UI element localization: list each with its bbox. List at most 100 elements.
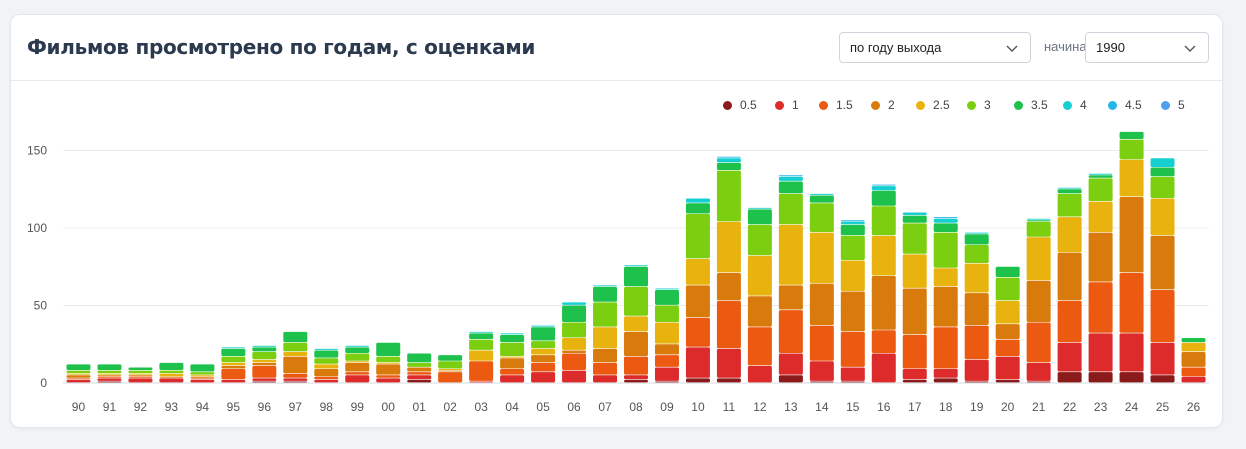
bar-segment-3[interactable] — [995, 277, 1020, 301]
bar-segment-2.5[interactable] — [747, 255, 772, 296]
bar-segment-0.5[interactable] — [283, 381, 308, 383]
bar-segment-3[interactable] — [1150, 176, 1175, 198]
bar-segment-2.5[interactable] — [283, 352, 308, 357]
bar-stack[interactable] — [221, 347, 246, 383]
bar-segment-3.5[interactable] — [1057, 189, 1082, 194]
bar-segment-2[interactable] — [593, 348, 618, 363]
bar-segment-4[interactable] — [778, 176, 803, 181]
bar-segment-3[interactable] — [902, 223, 927, 254]
legend-item-0.5[interactable]: 0.5 — [723, 97, 757, 113]
bar-segment-3[interactable] — [345, 353, 370, 361]
bar-segment-1[interactable] — [531, 372, 556, 383]
bar-segment-3.5[interactable] — [376, 342, 401, 357]
bar-segment-1[interactable] — [778, 353, 803, 375]
bar-segment-2.5[interactable] — [562, 338, 587, 350]
bar-segment-0.5[interactable] — [933, 378, 958, 383]
bar-segment-1.5[interactable] — [654, 355, 679, 367]
bar-stack[interactable] — [314, 348, 339, 383]
bar-segment-4[interactable] — [593, 285, 618, 287]
bar-segment-4[interactable] — [809, 193, 834, 195]
bar-segment-1.5[interactable] — [345, 372, 370, 375]
bar-segment-1.5[interactable] — [314, 376, 339, 380]
bar-segment-3[interactable] — [190, 372, 215, 375]
bar-segment-1[interactable] — [190, 379, 215, 383]
bar-segment-3[interactable] — [314, 358, 339, 364]
bar-segment-2[interactable] — [438, 370, 463, 372]
bar-segment-1.5[interactable] — [747, 327, 772, 366]
bar-segment-1.5[interactable] — [407, 372, 432, 375]
bar-segment-2.5[interactable] — [840, 260, 865, 291]
bar-segment-2[interactable] — [716, 272, 741, 301]
legend-item-2.5[interactable]: 2.5 — [916, 97, 950, 113]
bar-stack[interactable] — [1181, 338, 1206, 383]
bar-stack[interactable] — [190, 364, 215, 383]
bar-segment-1.5[interactable] — [283, 373, 308, 378]
bar-segment-3.5[interactable] — [1181, 338, 1206, 343]
bar-segment-3.5[interactable] — [933, 223, 958, 233]
bar-segment-1[interactable] — [624, 375, 648, 380]
bar-segment-4[interactable] — [840, 221, 865, 225]
bar-stack[interactable] — [624, 265, 648, 383]
bar-segment-2[interactable] — [933, 286, 958, 327]
bar-segment-1[interactable] — [252, 378, 277, 381]
bar-segment-2[interactable] — [345, 362, 370, 372]
bar-segment-4[interactable] — [500, 333, 525, 335]
bar-segment-2.5[interactable] — [190, 375, 215, 377]
bar-segment-1[interactable] — [933, 369, 958, 378]
bar-segment-3[interactable] — [221, 356, 246, 363]
bar-segment-4.5[interactable] — [716, 156, 741, 158]
bar-segment-1[interactable] — [97, 378, 122, 381]
bar-segment-2[interactable] — [221, 365, 246, 369]
bar-segment-1.5[interactable] — [933, 327, 958, 369]
bar-segment-0.5[interactable] — [654, 381, 679, 383]
legend-item-4[interactable]: 4 — [1063, 97, 1087, 113]
bar-segment-2.5[interactable] — [128, 373, 153, 375]
bar-segment-2[interactable] — [1150, 235, 1175, 290]
bar-stack[interactable] — [531, 325, 556, 383]
bar-segment-3.5[interactable] — [345, 347, 370, 353]
bar-segment-2[interactable] — [654, 344, 679, 355]
bar-segment-3[interactable] — [407, 362, 432, 367]
bar-segment-3.5[interactable] — [66, 364, 91, 370]
bar-stack[interactable] — [871, 184, 896, 383]
bar-segment-3.5[interactable] — [685, 203, 710, 214]
bar-segment-3.5[interactable] — [716, 162, 741, 171]
bar-stack[interactable] — [97, 364, 122, 383]
bar-segment-1.5[interactable] — [809, 325, 834, 361]
bar-segment-1.5[interactable] — [438, 372, 463, 383]
bar-segment-3[interactable] — [964, 245, 989, 264]
bar-segment-3[interactable] — [438, 361, 463, 369]
bar-segment-3.5[interactable] — [314, 350, 339, 358]
bar-segment-1.5[interactable] — [376, 375, 401, 378]
bar-stack[interactable] — [562, 302, 587, 383]
bar-segment-2[interactable] — [500, 358, 525, 369]
bar-segment-3.5[interactable] — [221, 348, 246, 357]
bar-stack[interactable] — [159, 362, 184, 383]
bar-stack[interactable] — [1026, 218, 1051, 383]
bar-segment-1[interactable] — [128, 378, 153, 383]
bar-stack[interactable] — [252, 345, 277, 383]
legend-item-3[interactable]: 3 — [967, 97, 991, 113]
bar-segment-2[interactable] — [97, 375, 122, 377]
bar-segment-2[interactable] — [283, 356, 308, 374]
bar-segment-3[interactable] — [593, 302, 618, 327]
bar-segment-0.5[interactable] — [902, 379, 927, 383]
bar-segment-1.5[interactable] — [778, 310, 803, 353]
bar-segment-4[interactable] — [252, 345, 277, 347]
bar-segment-2.5[interactable] — [252, 359, 277, 363]
bar-segment-2.5[interactable] — [685, 259, 710, 285]
bar-segment-1[interactable] — [902, 369, 927, 380]
bar-segment-3.5[interactable] — [252, 347, 277, 352]
bar-segment-3[interactable] — [1026, 221, 1051, 237]
bar-segment-2[interactable] — [1088, 232, 1113, 282]
bar-segment-0.5[interactable] — [1026, 381, 1051, 383]
bar-segment-3[interactable] — [685, 214, 710, 259]
bar-segment-1[interactable] — [314, 379, 339, 383]
bar-segment-0.5[interactable] — [1119, 372, 1144, 383]
bar-segment-2.5[interactable] — [221, 362, 246, 366]
bar-stack[interactable] — [128, 367, 153, 383]
bar-segment-2.5[interactable] — [376, 362, 401, 364]
bar-segment-1[interactable] — [1119, 333, 1144, 372]
bar-segment-1.5[interactable] — [128, 376, 153, 378]
bar-segment-4.5[interactable] — [778, 175, 803, 177]
